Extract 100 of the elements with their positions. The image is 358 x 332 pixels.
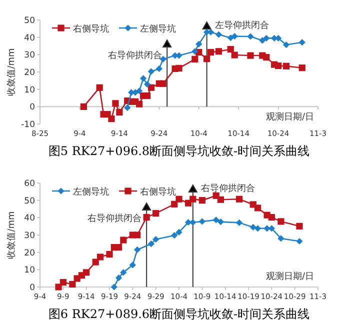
point bbox=[217, 196, 224, 203]
y-tick-label: -10 bbox=[21, 120, 35, 130]
point bbox=[227, 46, 234, 53]
point bbox=[60, 279, 66, 286]
point bbox=[96, 254, 104, 260]
point bbox=[278, 218, 284, 225]
y-tick-label: 60 bbox=[24, 179, 35, 189]
point bbox=[156, 65, 162, 72]
point bbox=[136, 88, 143, 94]
point bbox=[110, 284, 118, 290]
y-axis-title: 收敛值/mm bbox=[6, 211, 17, 259]
point bbox=[282, 41, 290, 48]
point bbox=[231, 52, 238, 58]
legend-label: 右侧导坑 bbox=[140, 186, 176, 198]
point bbox=[196, 40, 202, 48]
point bbox=[115, 244, 122, 251]
legend-label: 左侧导坑 bbox=[73, 186, 109, 198]
point bbox=[250, 224, 256, 230]
point bbox=[176, 64, 182, 72]
point bbox=[144, 92, 151, 100]
point bbox=[112, 100, 119, 107]
point bbox=[268, 225, 275, 232]
ref-line-label: 右导仰拱闭合 bbox=[88, 213, 142, 224]
point bbox=[136, 100, 143, 108]
point bbox=[198, 218, 206, 225]
point bbox=[231, 32, 238, 40]
point bbox=[92, 258, 99, 266]
point bbox=[176, 228, 182, 236]
point bbox=[140, 75, 147, 82]
y-tick-label: 30 bbox=[24, 231, 35, 241]
point bbox=[190, 219, 196, 226]
point bbox=[215, 48, 222, 55]
point bbox=[263, 54, 270, 61]
point bbox=[152, 236, 160, 243]
point bbox=[227, 34, 234, 42]
point bbox=[236, 219, 243, 226]
point bbox=[278, 235, 284, 242]
ref-line-label: 右导仰拱闭合 bbox=[108, 50, 162, 61]
point bbox=[148, 84, 154, 91]
y-tick-label: 0 bbox=[30, 283, 35, 293]
point bbox=[204, 56, 210, 62]
point bbox=[108, 116, 115, 122]
point bbox=[296, 222, 303, 230]
point bbox=[129, 262, 136, 268]
point bbox=[120, 269, 127, 276]
point bbox=[116, 108, 123, 116]
y-tick-label: 40 bbox=[24, 214, 35, 224]
y-tick-label: 20 bbox=[24, 248, 35, 258]
point bbox=[115, 274, 122, 282]
point bbox=[296, 238, 303, 245]
point bbox=[106, 250, 113, 258]
y-tick-label: 20 bbox=[24, 68, 35, 78]
point bbox=[259, 37, 266, 44]
ref-line-label: 右导仰拱闭合 bbox=[200, 183, 255, 194]
y-tick-label: 10 bbox=[24, 85, 35, 96]
caption: 图6 RK27+089.6断面侧导坑收敛-时间关系曲线 bbox=[48, 307, 310, 321]
point bbox=[217, 218, 224, 226]
point bbox=[132, 89, 139, 96]
y-tick-label: 30 bbox=[24, 50, 35, 61]
point bbox=[192, 48, 198, 55]
point bbox=[144, 81, 151, 88]
point bbox=[254, 204, 262, 212]
point bbox=[96, 84, 103, 91]
point bbox=[247, 52, 254, 59]
point bbox=[192, 56, 198, 62]
point bbox=[298, 39, 306, 46]
x-axis-title: 观测日期/日 bbox=[266, 271, 314, 282]
y-tick-label: 0 bbox=[30, 102, 35, 113]
point bbox=[247, 33, 254, 40]
y-tick-label: 50 bbox=[24, 196, 35, 206]
y-tick-label: 40 bbox=[24, 33, 35, 44]
legend-label: 右侧导坑 bbox=[73, 24, 109, 34]
point bbox=[124, 104, 131, 112]
point bbox=[176, 196, 182, 202]
point bbox=[298, 64, 306, 72]
point bbox=[190, 196, 196, 202]
point bbox=[160, 80, 166, 87]
point bbox=[83, 269, 90, 276]
point bbox=[134, 232, 141, 238]
point bbox=[148, 68, 154, 75]
point bbox=[212, 216, 220, 224]
point bbox=[282, 62, 290, 70]
point bbox=[215, 31, 222, 38]
point bbox=[274, 62, 282, 70]
point bbox=[263, 34, 270, 42]
point bbox=[236, 196, 243, 202]
point bbox=[268, 214, 275, 221]
point bbox=[143, 214, 150, 221]
point bbox=[80, 103, 87, 110]
y-axis-title: 收敛值/mm bbox=[6, 48, 17, 96]
point bbox=[148, 240, 154, 248]
point bbox=[254, 225, 262, 232]
point bbox=[55, 284, 62, 290]
y-tick-label: 10 bbox=[24, 266, 35, 276]
point bbox=[171, 232, 178, 239]
point bbox=[152, 210, 160, 217]
point bbox=[198, 197, 206, 204]
point bbox=[120, 236, 127, 244]
legend-label: 左侧导坑 bbox=[140, 24, 176, 34]
point bbox=[134, 246, 141, 254]
